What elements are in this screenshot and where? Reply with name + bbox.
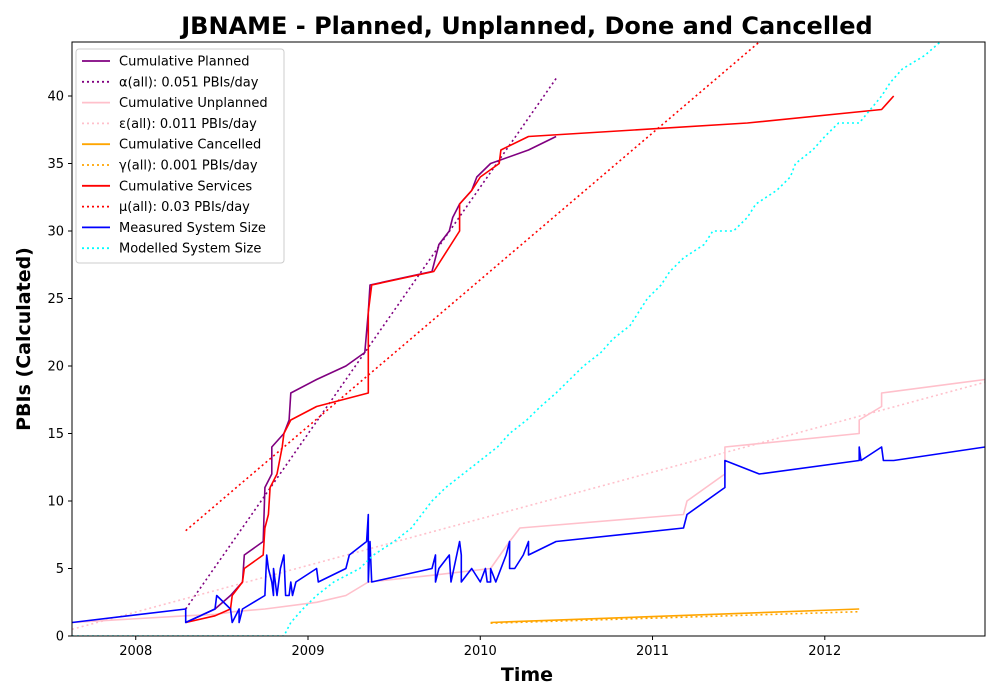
legend: Cumulative Planned α(all): 0.051 PBIs/day… — [75, 48, 285, 264]
legend-label: Measured System Size — [119, 221, 266, 236]
x-axis-ticks: 2008 2009 2010 2011 2012 — [119, 636, 841, 659]
x-tick-label: 2008 — [119, 644, 152, 659]
y-tick-label: 0 — [56, 630, 64, 645]
series-line-all-0-03-pbis-day — [185, 42, 760, 532]
x-tick-label: 2009 — [291, 644, 324, 659]
y-axis-ticks: 0 5 10 15 20 25 30 35 40 — [47, 90, 72, 645]
series-line-all-0-001-pbis-day — [490, 610, 860, 624]
legend-label: Cumulative Planned — [119, 55, 249, 70]
y-tick-label: 20 — [47, 360, 64, 375]
legend-label: μ(all): 0.03 PBIs/day — [119, 200, 250, 215]
legend-label: α(all): 0.051 PBIs/day — [119, 75, 259, 90]
x-axis-label: Time — [501, 664, 553, 686]
y-tick-label: 35 — [47, 157, 64, 172]
y-axis-label: PBIs (Calculated) — [13, 247, 35, 431]
legend-label: ε(all): 0.011 PBIs/day — [119, 117, 257, 132]
legend-box — [75, 48, 285, 264]
y-tick-label: 30 — [47, 225, 64, 240]
y-tick-label: 40 — [47, 90, 64, 105]
y-tick-label: 5 — [56, 562, 64, 577]
series-line-measured-system-size — [72, 446, 985, 624]
legend-label: Modelled System Size — [119, 242, 261, 257]
x-tick-label: 2010 — [464, 644, 497, 659]
legend-label: Cumulative Cancelled — [119, 138, 261, 153]
chart-title: JBNAME - Planned, Unplanned, Done and Ca… — [179, 12, 872, 40]
plot-area: 2008 2009 2010 2011 2012 0 5 10 15 20 25 30 35 40 — [47, 41, 986, 659]
x-tick-label: 2011 — [636, 644, 669, 659]
series-line-modelled-system-size — [72, 42, 941, 636]
x-tick-label: 2012 — [808, 644, 841, 659]
y-tick-label: 15 — [47, 427, 64, 442]
series-layer — [72, 42, 985, 636]
legend-label: γ(all): 0.001 PBIs/day — [119, 159, 258, 174]
series-line-cumulative-cancelled — [490, 608, 860, 624]
y-tick-label: 25 — [47, 292, 64, 307]
legend-label: Cumulative Unplanned — [119, 96, 268, 111]
y-tick-label: 10 — [47, 495, 64, 510]
series-line-cumulative-services — [185, 95, 895, 624]
plot-frame — [71, 41, 986, 637]
legend-label: Cumulative Services — [119, 179, 252, 194]
